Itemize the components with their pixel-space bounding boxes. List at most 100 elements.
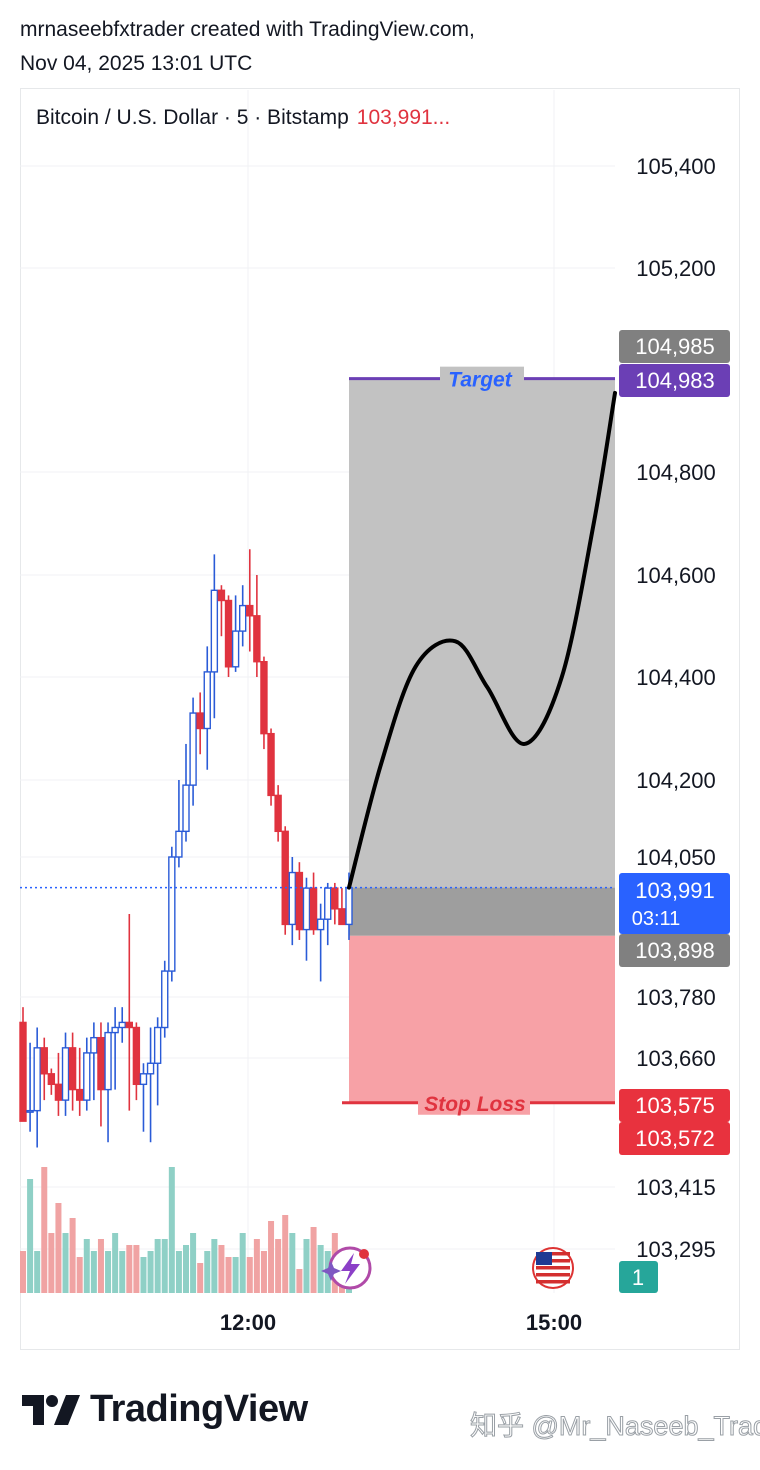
candle-body: [231, 630, 240, 668]
candle-body: [331, 887, 339, 910]
candle-body: [182, 784, 190, 833]
candle-body: [168, 856, 176, 972]
target-label-bg: [440, 366, 524, 391]
volume-bar: [310, 1227, 317, 1293]
candle-body: [19, 1021, 27, 1122]
candle-body: [316, 918, 325, 931]
y-tick-label: 104,600: [636, 563, 716, 588]
x-tick-label: 15:00: [526, 1310, 582, 1335]
volume-bar: [296, 1269, 303, 1293]
y-tick-label: 103,295: [636, 1237, 716, 1262]
candle-body: [274, 794, 282, 833]
volume-bar: [289, 1233, 296, 1293]
volume-bar: [175, 1251, 182, 1293]
candle-body: [345, 886, 353, 926]
volume-bar: [90, 1251, 97, 1293]
volume-bar: [147, 1251, 154, 1293]
price-badge: 103,575: [619, 1089, 730, 1122]
volume-bar: [112, 1233, 119, 1293]
y-tick-label: 105,400: [636, 154, 716, 179]
y-tick-label: 105,200: [636, 256, 716, 281]
y-tick-label: 104,800: [636, 460, 716, 485]
volume-bar: [62, 1233, 69, 1293]
watermark: 知乎 @Mr_Naseeb_Trader: [469, 1411, 760, 1442]
volume-bar: [190, 1233, 197, 1293]
volume-bar: [161, 1239, 168, 1293]
volume-bar: [133, 1245, 140, 1293]
symbol-title-row[interactable]: Bitcoin / U.S. Dollar · 5 · Bitstamp 103,…: [36, 106, 450, 130]
volume-bar: [282, 1215, 289, 1293]
y-tick-label: 104,050: [636, 845, 716, 870]
event-badge-count: 1: [632, 1265, 644, 1290]
event-badge-bg: [619, 1261, 658, 1293]
price-badge: 103,572: [619, 1122, 730, 1155]
candle-body: [54, 1083, 63, 1101]
x-axis: 12:00 15:00: [220, 1310, 582, 1335]
volume-bar: [126, 1245, 133, 1293]
candle-body: [104, 1031, 112, 1091]
flag-stripe: [536, 1280, 570, 1284]
y-tick-label: 103,660: [636, 1046, 716, 1071]
candle-body: [118, 1021, 126, 1029]
date-line: Nov 04, 2025 13:01 UTC: [20, 52, 253, 75]
candle-body: [90, 1036, 98, 1054]
candle-body: [281, 830, 289, 926]
candle-body: [97, 1036, 105, 1091]
price-badge-bg: [619, 934, 730, 967]
volume-bar: [197, 1263, 204, 1293]
price-badge-label: 104,983: [635, 368, 715, 393]
candle-body: [210, 589, 219, 673]
price-badge-bg: [619, 364, 730, 397]
candle-body: [288, 871, 297, 926]
flag-stripe: [536, 1259, 570, 1263]
flag-stripe: [536, 1252, 570, 1256]
countdown-label: 03:11: [632, 908, 681, 930]
chart-frame[interactable]: [20, 88, 740, 1350]
candle-body: [75, 1088, 84, 1101]
candle-body: [26, 1109, 34, 1113]
candle-body: [253, 615, 261, 663]
volume-bar: [69, 1218, 76, 1293]
last-price-badge: 103,991 03:11: [619, 873, 730, 934]
notification-dot: [359, 1249, 369, 1259]
candle-body: [40, 1047, 48, 1075]
candle-body: [246, 604, 254, 617]
price-badge: 104,983: [619, 364, 730, 397]
price-badge-label: 104,985: [635, 334, 715, 359]
lightning-bolt: [341, 1253, 360, 1284]
volume-bar: [218, 1245, 225, 1293]
y-tick-label: 104,400: [636, 665, 716, 690]
price-badge-bg: [619, 1089, 730, 1122]
volume-bar: [55, 1203, 62, 1293]
event-badge: 1: [619, 1261, 658, 1293]
tradingview-wordmark: TradingView: [90, 1388, 308, 1430]
price-badge-bg: [619, 330, 730, 363]
tradingview-logo[interactable]: TradingView: [22, 1388, 308, 1431]
price-badge-label: 103,575: [635, 1093, 715, 1118]
flag-stripe: [536, 1273, 570, 1277]
volume-bar: [317, 1245, 324, 1293]
candle-body: [61, 1047, 70, 1101]
tv-logo-icon: [22, 1394, 80, 1425]
volume-bar: [303, 1239, 310, 1293]
volume-bar: [97, 1239, 104, 1293]
candle-body: [217, 589, 226, 602]
candle-body: [295, 871, 304, 931]
author-line: mrnaseebfxtrader created with TradingVie…: [20, 18, 475, 41]
volume-bar: [183, 1245, 189, 1293]
last-price-value: 103,991: [635, 878, 715, 903]
stop-label-bg: [418, 1090, 530, 1115]
stop-loss-label: Stop Loss: [424, 1093, 526, 1116]
candle-body: [260, 661, 268, 735]
candle-body: [132, 1026, 141, 1086]
candle-body: [338, 908, 346, 926]
volume-bar: [140, 1257, 147, 1293]
candle-body: [189, 712, 197, 786]
candle-body: [203, 671, 211, 730]
candle-body: [111, 1026, 119, 1034]
candle-body: [33, 1047, 41, 1112]
entry-zone: [349, 887, 615, 936]
last-price-badge-bg: [619, 873, 730, 934]
price-badge: 103,898: [619, 934, 730, 967]
